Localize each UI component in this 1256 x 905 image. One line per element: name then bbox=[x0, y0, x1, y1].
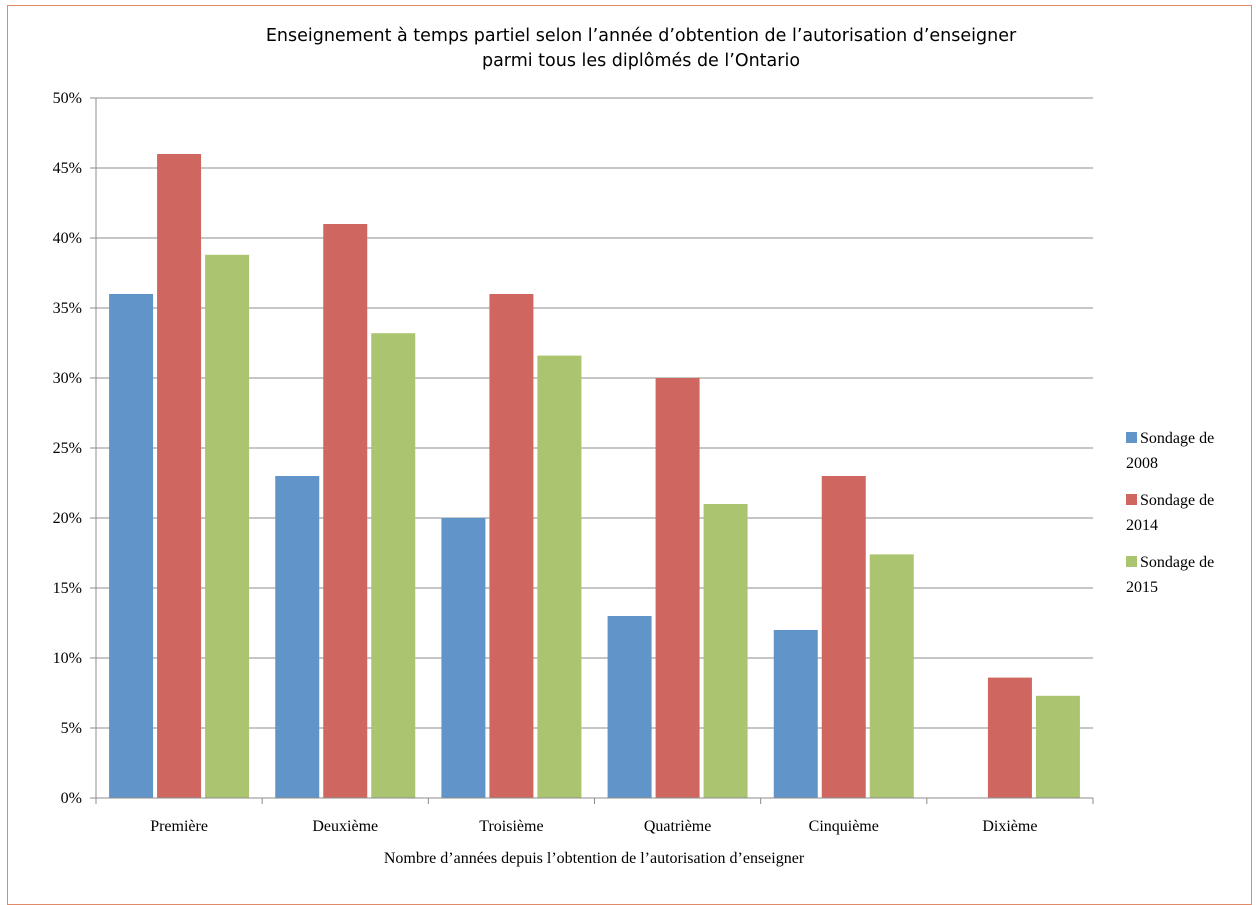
x-tick-label: Deuxième bbox=[312, 818, 378, 835]
y-tick-label: 25% bbox=[53, 440, 82, 457]
y-tick-label: 20% bbox=[53, 510, 82, 527]
axes bbox=[95, 98, 1094, 804]
gridlines bbox=[90, 97, 1093, 799]
x-tick-label: Première bbox=[150, 818, 208, 835]
y-tick-labels: 0% 5% 10% 15% 20% 25% 30% 35% 40% 45% 50% bbox=[53, 90, 82, 807]
legend-label: Sondage de 2015 bbox=[1126, 554, 1214, 596]
y-tick-label: 45% bbox=[53, 160, 82, 177]
bar bbox=[821, 476, 866, 798]
bar bbox=[773, 630, 818, 798]
x-tick-label: Quatrième bbox=[644, 818, 712, 835]
bar bbox=[655, 378, 700, 798]
legend-swatch bbox=[1126, 556, 1137, 567]
bar bbox=[157, 154, 202, 798]
bar bbox=[489, 294, 534, 798]
bar bbox=[1035, 695, 1080, 798]
bar bbox=[607, 616, 652, 798]
chart-title-group: Enseignement à temps partiel selon l’ann… bbox=[266, 26, 1017, 71]
y-tick-label: 50% bbox=[53, 90, 82, 107]
y-tick-label: 5% bbox=[61, 720, 82, 737]
x-tick-label: Dixième bbox=[982, 818, 1037, 835]
bar bbox=[323, 224, 368, 798]
bar bbox=[703, 504, 748, 798]
bar bbox=[109, 294, 154, 798]
bars bbox=[109, 154, 1080, 799]
bar bbox=[987, 677, 1032, 798]
chart-title: Enseignement à temps partiel selon l’ann… bbox=[266, 26, 1017, 46]
legend-label: Sondage de 2014 bbox=[1126, 492, 1214, 534]
legend-label: Sondage de 2008 bbox=[1126, 430, 1214, 472]
y-tick-label: 35% bbox=[53, 300, 82, 317]
y-tick-label: 15% bbox=[53, 580, 82, 597]
x-tick-labels: Première Deuxième Troisième Quatrième Cinqui… bbox=[150, 818, 1037, 835]
bar bbox=[441, 518, 486, 798]
x-tick-label: Troisième bbox=[479, 818, 543, 835]
y-tick-label: 30% bbox=[53, 370, 82, 387]
y-tick-label: 40% bbox=[53, 230, 82, 247]
y-tick-label: 10% bbox=[53, 650, 82, 667]
bar bbox=[869, 554, 914, 798]
y-tick-label: 0% bbox=[61, 790, 82, 807]
x-axis-label: Nombre d’années depuis l’obtention de l’… bbox=[384, 850, 805, 867]
bar bbox=[205, 254, 250, 799]
bar bbox=[537, 355, 582, 798]
legend: Sondage de 2008 Sondage de 2014 Sondage de 20… bbox=[1126, 430, 1214, 596]
bar bbox=[371, 333, 416, 798]
chart-subtitle: parmi tous les diplômés de l’Ontario bbox=[482, 51, 800, 71]
legend-swatch bbox=[1126, 494, 1137, 505]
x-tick-label: Cinquième bbox=[809, 818, 879, 835]
legend-swatch bbox=[1126, 432, 1137, 443]
bar bbox=[275, 476, 320, 798]
